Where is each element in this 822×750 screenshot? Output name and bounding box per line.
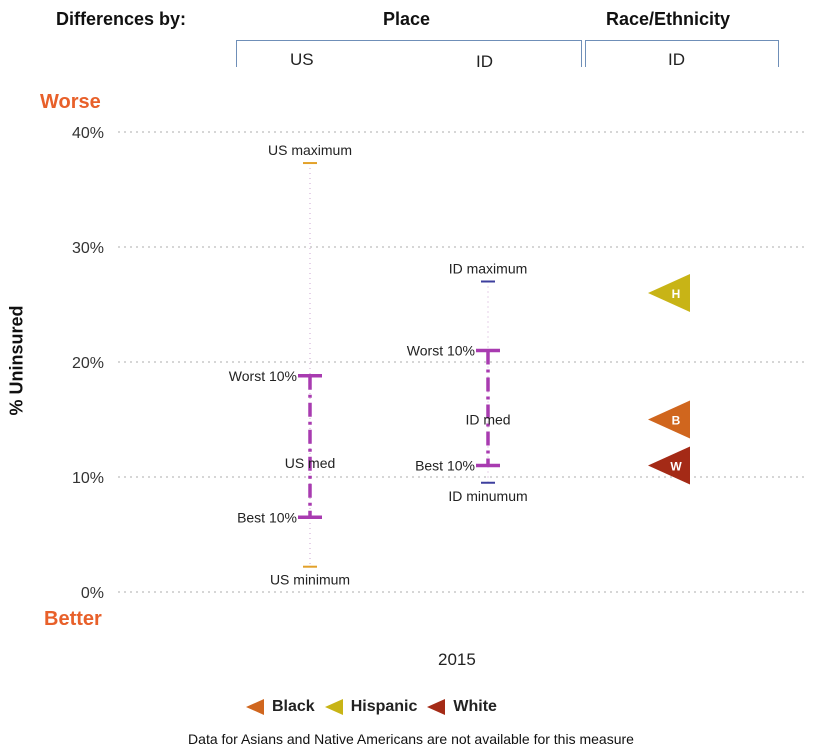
differences-by-label: Differences by:: [56, 9, 187, 29]
maximum-label: US maximum: [268, 142, 352, 158]
y-tick-label: 20%: [72, 355, 104, 372]
minimum-label: US minimum: [270, 572, 350, 588]
maximum-label: ID maximum: [449, 261, 528, 277]
gridlines: [118, 131, 808, 593]
race-marker-letter: W: [670, 460, 682, 474]
race-bracket: [585, 40, 779, 67]
race-marker-hispanic: [648, 274, 690, 312]
worst10-label: Worst 10%: [407, 343, 475, 359]
legend-item-white: White: [427, 698, 497, 716]
place-bracket: [236, 40, 582, 67]
legend-label-hispanic: Hispanic: [350, 698, 418, 715]
subheader-us: US: [290, 50, 314, 69]
worse-label: Worse: [40, 91, 101, 113]
legend-label-white: White: [453, 698, 497, 715]
subheader-id-place: ID: [476, 52, 493, 71]
minimum-label: ID minumum: [448, 488, 527, 504]
race-markers: H B W: [648, 274, 690, 485]
hispanic-marker-icon: [324, 699, 343, 715]
y-tick-labels: 0% 10% 20% 30% 40%: [72, 125, 104, 602]
legend-item-hispanic: Hispanic: [324, 698, 418, 716]
race-ethnicity-header: Race/Ethnicity: [606, 9, 731, 29]
median-label: ID med: [465, 412, 510, 428]
black-marker-icon: [246, 699, 264, 715]
race-marker-letter: B: [672, 414, 681, 428]
race-marker-letter: H: [672, 287, 681, 301]
place-header: Place: [383, 9, 431, 29]
legend-label-black: Black: [272, 698, 315, 715]
x-axis-year: 2015: [438, 650, 476, 669]
y-tick-label: 40%: [72, 125, 104, 142]
worst10-label: Worst 10%: [229, 368, 297, 384]
range-groups: US maximum US minimum Worst 10% Best 10% US …: [229, 142, 528, 588]
race-marker-black: [648, 400, 690, 439]
y-tick-label: 0%: [81, 585, 104, 602]
subheader-id-race: ID: [668, 50, 685, 69]
best10-label: Best 10%: [237, 509, 297, 525]
better-label: Better: [44, 608, 102, 630]
y-tick-label: 30%: [72, 240, 104, 257]
footnote: Data for Asians and Native Americans are…: [188, 731, 634, 747]
race-marker-white: [648, 446, 690, 485]
median-label: US med: [285, 455, 336, 471]
best10-label: Best 10%: [415, 458, 475, 474]
legend: Black Hispanic White: [246, 698, 497, 716]
white-marker-icon: [427, 699, 446, 715]
y-tick-label: 10%: [72, 470, 104, 487]
legend-item-black: Black: [246, 698, 315, 716]
